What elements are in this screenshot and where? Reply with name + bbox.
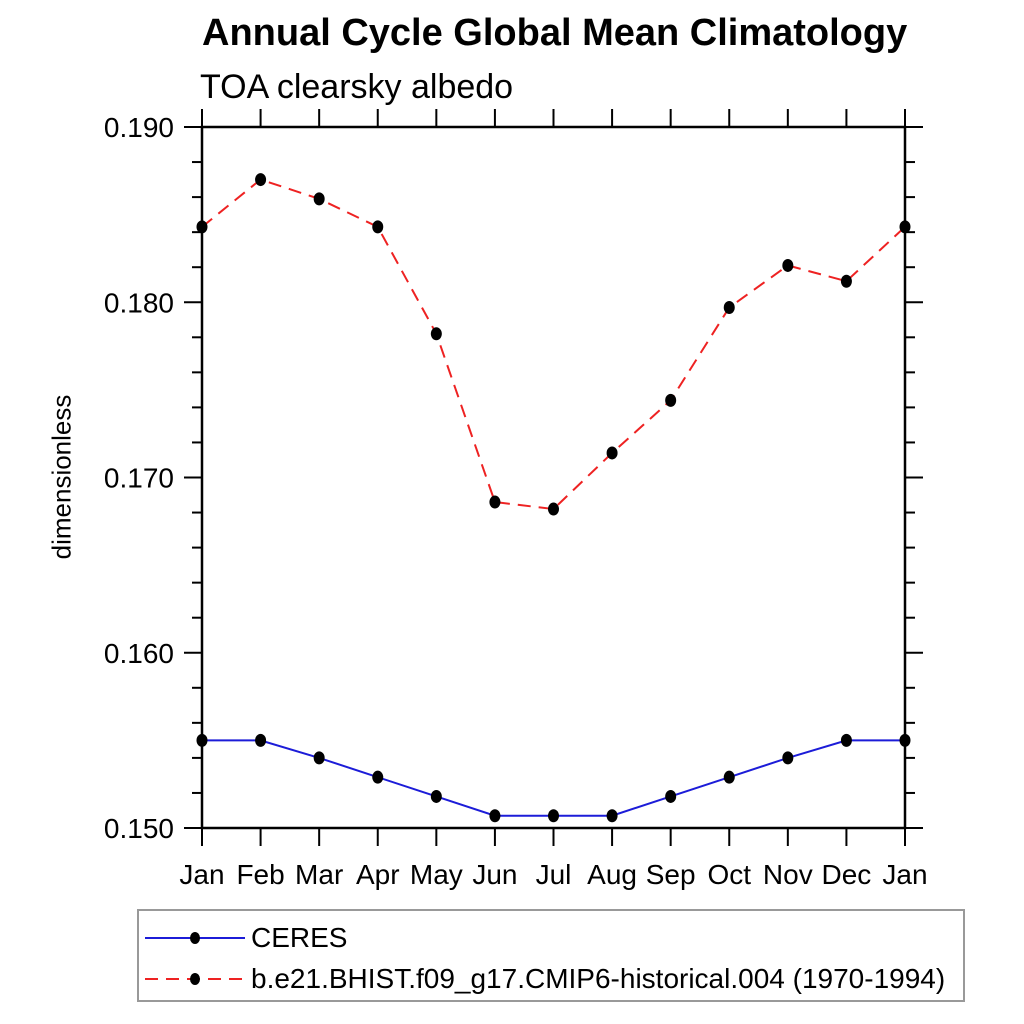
data-point-marker (255, 173, 267, 187)
data-point-marker (313, 751, 325, 765)
legend-line-sample-dashed (145, 973, 245, 985)
y-tick-label: 0.160 (104, 638, 174, 669)
data-point-marker (606, 809, 618, 823)
data-point-marker (430, 327, 442, 341)
data-point-marker (430, 789, 442, 803)
y-tick-label: 0.150 (104, 813, 174, 844)
legend-entry-model: b.e21.BHIST.f09_g17.CMIP6-historical.004… (143, 959, 945, 999)
y-tick-label: 0.190 (104, 112, 174, 143)
plot-frame (200, 125, 907, 830)
data-point-marker (372, 220, 384, 234)
data-point-marker (665, 789, 677, 803)
data-point-marker (665, 393, 677, 407)
legend-label-model: b.e21.BHIST.f09_g17.CMIP6-historical.004… (251, 963, 946, 994)
x-tick-label: Mar (295, 859, 343, 890)
x-tick-label: Aug (587, 859, 637, 890)
data-point-marker (723, 770, 735, 784)
data-point-marker (548, 809, 559, 823)
data-point-marker (606, 446, 618, 460)
x-tick-label: Jun (472, 859, 517, 890)
x-tick-label: Oct (707, 859, 751, 890)
data-point-marker (313, 192, 325, 206)
y-tick-label: 0.180 (104, 287, 174, 318)
series-line-0 (202, 739, 905, 817)
data-point-marker (196, 220, 208, 234)
x-tick-label: Feb (236, 859, 284, 890)
x-tick-label: Jan (179, 859, 224, 890)
legend-line-sample-solid (145, 932, 245, 944)
data-point-marker (899, 220, 911, 234)
data-point-marker (782, 751, 794, 765)
data-point-marker (548, 502, 559, 516)
chart-title: Annual Cycle Global Mean Climatology (202, 12, 908, 54)
data-point-marker (255, 733, 267, 747)
legend-label-ceres: CERES (251, 922, 348, 953)
data-point-marker (723, 301, 735, 315)
data-point-marker (899, 733, 911, 747)
data-point-marker (840, 733, 852, 747)
x-tick-label: Dec (822, 859, 872, 890)
data-point-marker (196, 733, 208, 747)
y-tick-label: 0.170 (104, 463, 174, 494)
legend-entry-ceres: CERES (143, 918, 347, 958)
x-tick-label: Sep (646, 859, 696, 890)
chart-subtitle: TOA clearsky albedo (200, 68, 514, 106)
series-line-1 (201, 178, 906, 511)
data-point-marker (489, 495, 501, 509)
data-point-marker (489, 809, 501, 823)
data-point-marker (372, 770, 384, 784)
data-point-marker (840, 274, 852, 288)
x-tick-label: Nov (763, 859, 813, 890)
x-tick-label: May (410, 859, 463, 890)
data-point-marker (782, 258, 794, 272)
x-tick-label: Apr (356, 859, 400, 890)
legend: CERES b.e21.BHIST.f09_g17.CMIP6-historic… (137, 909, 965, 1002)
x-tick-label: Jan (882, 859, 927, 890)
x-tick-label: Jul (536, 859, 572, 890)
